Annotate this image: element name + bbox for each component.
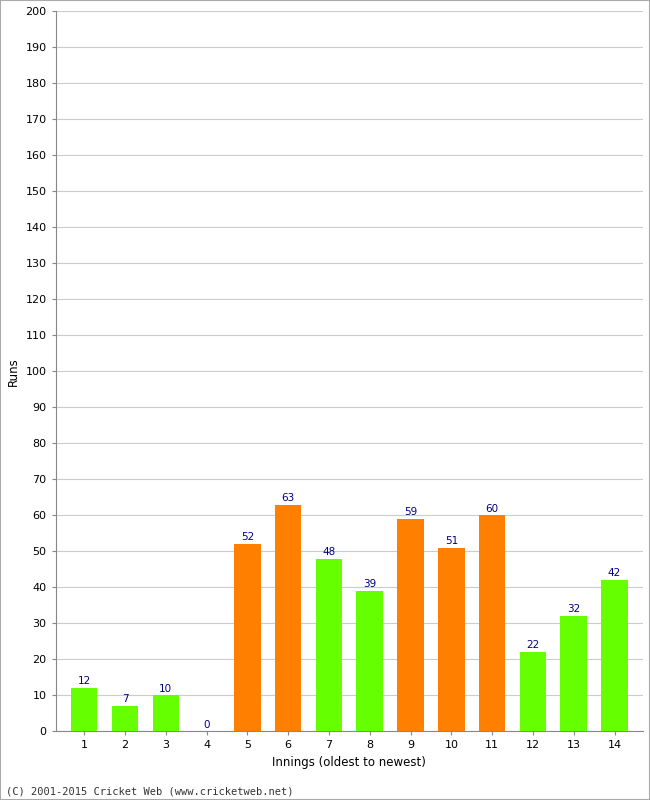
Bar xyxy=(153,695,179,731)
Bar xyxy=(519,652,546,731)
Text: 60: 60 xyxy=(486,503,499,514)
Bar xyxy=(316,558,342,731)
Text: 22: 22 xyxy=(526,641,539,650)
Bar xyxy=(234,544,261,731)
Text: 32: 32 xyxy=(567,604,580,614)
Y-axis label: Runs: Runs xyxy=(7,357,20,386)
Text: 42: 42 xyxy=(608,568,621,578)
Text: 48: 48 xyxy=(322,546,335,557)
Bar xyxy=(560,616,587,731)
Text: 52: 52 xyxy=(240,532,254,542)
Bar xyxy=(356,591,383,731)
Text: 59: 59 xyxy=(404,507,417,517)
Bar xyxy=(112,706,138,731)
Bar xyxy=(479,515,506,731)
Text: 10: 10 xyxy=(159,684,172,694)
Text: 51: 51 xyxy=(445,536,458,546)
Bar xyxy=(601,580,628,731)
Text: 7: 7 xyxy=(122,694,128,705)
Text: 63: 63 xyxy=(281,493,295,502)
Text: 39: 39 xyxy=(363,579,376,589)
Text: 12: 12 xyxy=(77,677,91,686)
Bar xyxy=(71,688,97,731)
Text: 0: 0 xyxy=(203,720,210,730)
Bar xyxy=(438,548,465,731)
Bar xyxy=(275,505,302,731)
Bar xyxy=(397,519,424,731)
X-axis label: Innings (oldest to newest): Innings (oldest to newest) xyxy=(272,756,426,769)
Text: (C) 2001-2015 Cricket Web (www.cricketweb.net): (C) 2001-2015 Cricket Web (www.cricketwe… xyxy=(6,786,294,796)
